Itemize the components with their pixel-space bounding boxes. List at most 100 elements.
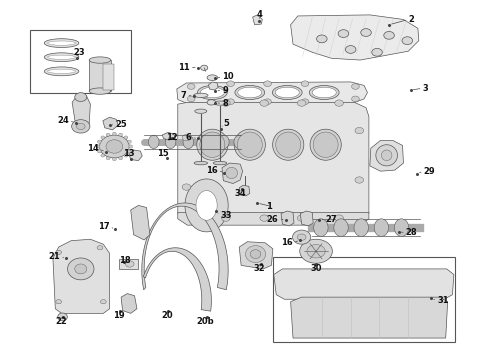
Ellipse shape	[227, 81, 234, 86]
Polygon shape	[185, 179, 228, 232]
Polygon shape	[239, 242, 273, 269]
Ellipse shape	[182, 135, 191, 141]
Ellipse shape	[297, 100, 306, 106]
Text: 6: 6	[185, 133, 191, 142]
Text: 34: 34	[234, 189, 246, 198]
Ellipse shape	[113, 132, 116, 135]
Ellipse shape	[352, 84, 359, 89]
Ellipse shape	[394, 219, 409, 237]
Ellipse shape	[300, 239, 332, 263]
Polygon shape	[222, 163, 243, 184]
Text: 20: 20	[161, 311, 173, 320]
Ellipse shape	[374, 219, 389, 237]
Ellipse shape	[260, 215, 269, 221]
Text: 7: 7	[181, 91, 186, 100]
Text: 13: 13	[123, 149, 135, 158]
Ellipse shape	[96, 145, 100, 148]
Polygon shape	[129, 150, 142, 161]
Text: 31: 31	[437, 296, 449, 305]
Ellipse shape	[264, 81, 271, 86]
Ellipse shape	[197, 85, 227, 100]
Ellipse shape	[183, 135, 194, 149]
Ellipse shape	[48, 69, 75, 73]
Text: 18: 18	[119, 256, 131, 265]
Text: 11: 11	[178, 63, 190, 72]
Ellipse shape	[195, 109, 207, 113]
Ellipse shape	[310, 129, 341, 160]
Ellipse shape	[221, 100, 230, 106]
Text: 26: 26	[267, 215, 279, 224]
Bar	[103, 64, 114, 90]
Ellipse shape	[75, 264, 87, 274]
Ellipse shape	[127, 140, 131, 143]
Text: 19: 19	[113, 311, 125, 320]
Ellipse shape	[355, 127, 364, 134]
Ellipse shape	[68, 258, 94, 280]
Ellipse shape	[56, 250, 62, 255]
Ellipse shape	[76, 123, 85, 130]
Ellipse shape	[207, 100, 216, 105]
Polygon shape	[291, 15, 419, 60]
Ellipse shape	[44, 39, 79, 48]
Bar	[30, 30, 131, 93]
Ellipse shape	[314, 219, 328, 237]
Text: 24: 24	[57, 116, 69, 125]
Ellipse shape	[124, 136, 128, 139]
Ellipse shape	[48, 55, 75, 59]
Ellipse shape	[56, 300, 62, 304]
Ellipse shape	[75, 93, 87, 102]
Polygon shape	[131, 206, 150, 240]
Ellipse shape	[44, 53, 79, 62]
Ellipse shape	[124, 154, 128, 157]
Polygon shape	[178, 212, 369, 225]
Ellipse shape	[182, 184, 191, 190]
Ellipse shape	[312, 87, 336, 98]
Bar	[89, 60, 111, 91]
Ellipse shape	[335, 100, 343, 106]
Ellipse shape	[125, 261, 134, 267]
Text: 23: 23	[74, 48, 85, 57]
Ellipse shape	[48, 41, 75, 45]
Ellipse shape	[99, 135, 129, 158]
Ellipse shape	[381, 150, 392, 161]
Ellipse shape	[200, 132, 225, 157]
Text: 32: 32	[254, 264, 265, 273]
Text: 8: 8	[222, 99, 228, 108]
Text: 15: 15	[157, 149, 169, 158]
Text: 33: 33	[220, 211, 232, 220]
Ellipse shape	[219, 135, 229, 149]
Ellipse shape	[317, 35, 327, 43]
Text: 16: 16	[281, 238, 293, 247]
Text: 28: 28	[406, 228, 417, 237]
Ellipse shape	[89, 57, 111, 63]
Text: 22: 22	[56, 317, 68, 325]
Ellipse shape	[313, 132, 338, 157]
Polygon shape	[291, 297, 448, 338]
Polygon shape	[121, 294, 137, 313]
Ellipse shape	[345, 46, 356, 53]
Text: 5: 5	[223, 119, 229, 128]
Text: 9: 9	[222, 86, 228, 95]
Polygon shape	[196, 190, 217, 220]
Ellipse shape	[352, 96, 359, 102]
Ellipse shape	[119, 133, 122, 136]
Ellipse shape	[275, 87, 299, 98]
Ellipse shape	[361, 29, 371, 36]
Ellipse shape	[197, 129, 228, 160]
Ellipse shape	[106, 133, 110, 136]
Ellipse shape	[355, 177, 364, 183]
Polygon shape	[162, 132, 175, 140]
Ellipse shape	[338, 30, 349, 37]
Ellipse shape	[334, 219, 348, 237]
Polygon shape	[178, 102, 369, 220]
Polygon shape	[53, 239, 110, 313]
Ellipse shape	[297, 215, 306, 221]
Ellipse shape	[165, 135, 176, 149]
Polygon shape	[209, 82, 218, 90]
Bar	[119, 259, 138, 269]
Ellipse shape	[234, 129, 266, 160]
Ellipse shape	[106, 140, 123, 153]
Ellipse shape	[100, 300, 106, 304]
Ellipse shape	[213, 161, 227, 165]
Text: 25: 25	[115, 120, 127, 129]
